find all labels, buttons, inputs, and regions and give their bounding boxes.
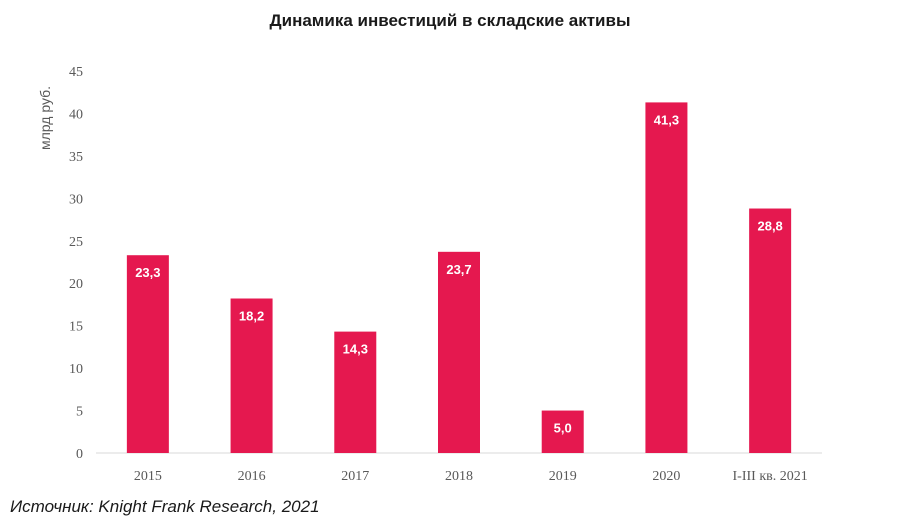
- bar-2015: [126, 255, 169, 453]
- bar-value-label: 41,3: [654, 112, 679, 127]
- y-tick-label: 0: [76, 447, 83, 462]
- x-tick-label: 2018: [445, 469, 473, 484]
- y-tick-label: 10: [69, 362, 83, 377]
- y-tick-label: 20: [69, 277, 83, 292]
- x-axis-ticks: 2015 2016 2017 2018 2019 2020 I-III кв. 2021: [134, 469, 808, 484]
- y-axis-ticks: 0 5 10 15 20 25 30 35 40 45: [69, 65, 83, 462]
- bar-2020: [645, 102, 688, 454]
- x-tick-label: 2019: [549, 469, 577, 484]
- bar-value-label: 14,3: [343, 342, 368, 357]
- bar-value-label: 18,2: [239, 309, 264, 324]
- y-axis-label: млрд руб.: [37, 86, 53, 150]
- bar-2019: [541, 410, 584, 453]
- y-tick-label: 25: [69, 235, 83, 250]
- bar-value-label: 23,3: [135, 265, 160, 280]
- x-tick-label: I-III кв. 2021: [733, 469, 808, 484]
- x-tick-label: 2020: [652, 469, 680, 484]
- y-tick-label: 5: [76, 405, 83, 420]
- bar-i-iii-кв-2021: [749, 208, 792, 453]
- y-tick-label: 35: [69, 150, 83, 165]
- source-note: Источник: Knight Frank Research, 2021: [10, 497, 320, 516]
- y-tick-label: 45: [69, 65, 83, 80]
- x-tick-label: 2016: [238, 469, 266, 484]
- y-tick-label: 40: [69, 107, 83, 122]
- y-tick-label: 15: [69, 320, 83, 335]
- chart-title: Динамика инвестиций в складские активы: [269, 11, 631, 30]
- y-tick-label: 30: [69, 192, 83, 207]
- bar-value-label: 28,8: [757, 219, 782, 234]
- bars: 23,3 18,2 14,3 23,7 5,0 41,3 28,8: [126, 102, 792, 454]
- bar-2018: [438, 251, 480, 453]
- x-tick-label: 2015: [134, 469, 162, 484]
- bar-2017: [334, 331, 377, 453]
- x-tick-label: 2017: [341, 469, 369, 484]
- bar-value-label: 23,7: [446, 262, 471, 277]
- bar-value-label: 5,0: [554, 421, 572, 436]
- bar-2016: [230, 298, 273, 453]
